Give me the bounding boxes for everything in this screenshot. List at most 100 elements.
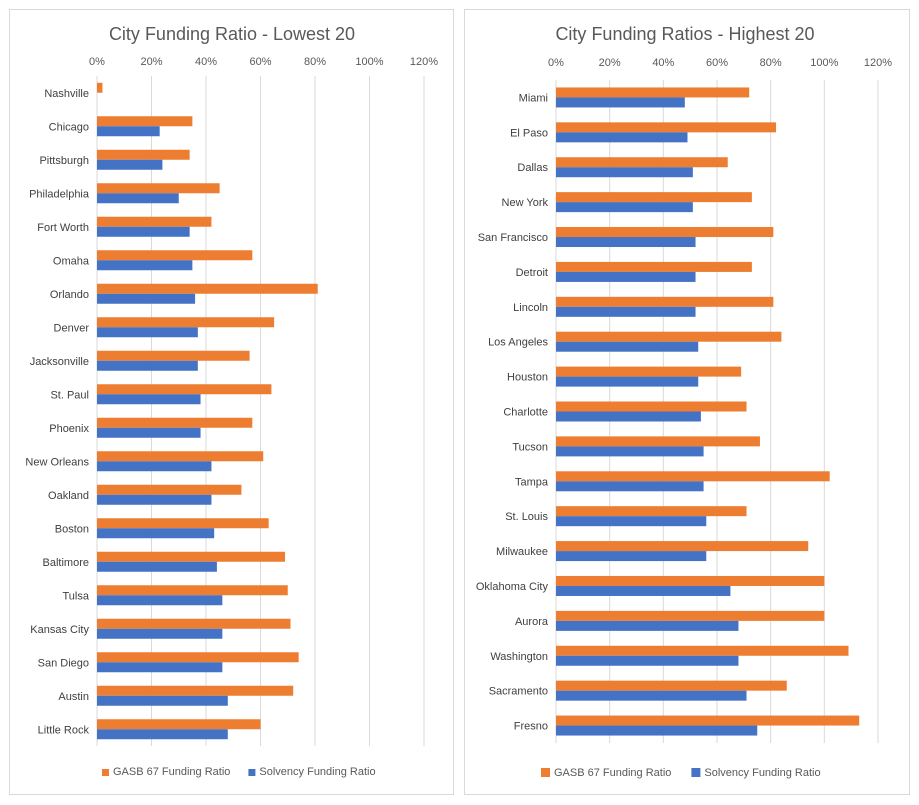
- chart-svg-lowest: City Funding Ratio - Lowest 20 0% 20% 40% 60…: [25, 24, 438, 778]
- bar-gasb-67-funding-ratio-milwaukee: [556, 541, 809, 552]
- bar-gasb-67-funding-ratio-detroit: [556, 261, 752, 272]
- legend-label-gasb-67-funding-ratio: GASB 67 Funding Ratio: [113, 766, 230, 778]
- category-label-jacksonville: Jacksonville: [30, 356, 89, 368]
- chart-panel-lowest: City Funding Ratio - Lowest 20 0% 20% 40% 60…: [9, 9, 454, 795]
- x-tick-label: 40%: [652, 57, 674, 69]
- bar-solvency-funding-ratio-charlotte: [556, 411, 701, 422]
- bar-gasb-67-funding-ratio-new-orleans: [97, 451, 264, 462]
- bar-gasb-67-funding-ratio-orlando: [97, 283, 318, 294]
- bar-solvency-funding-ratio-philadelphia: [97, 193, 179, 204]
- bar-solvency-funding-ratio-detroit: [556, 271, 696, 282]
- bar-gasb-67-funding-ratio-chicago: [97, 116, 193, 127]
- bar-gasb-67-funding-ratio-little-rock: [97, 719, 261, 730]
- legend-swatch-gasb-67-funding-ratio: [102, 769, 109, 776]
- chart-title: City Funding Ratio - Lowest 20: [109, 24, 355, 44]
- bar-gasb-67-funding-ratio-baltimore: [97, 551, 286, 562]
- bar-gasb-67-funding-ratio-new-york: [556, 192, 752, 203]
- category-label-chicago: Chicago: [49, 121, 89, 133]
- x-tick-label: 60%: [249, 56, 271, 68]
- bar-gasb-67-funding-ratio-kansas-city: [97, 618, 291, 629]
- category-label-tampa: Tampa: [515, 476, 549, 488]
- category-label-fresno: Fresno: [514, 721, 548, 733]
- bar-gasb-67-funding-ratio-san-diego: [97, 652, 299, 663]
- bar-solvency-funding-ratio-pittsburgh: [97, 159, 163, 170]
- bar-gasb-67-funding-ratio-philadelphia: [97, 183, 220, 194]
- bar-gasb-67-funding-ratio-phoenix: [97, 417, 253, 428]
- category-label-aurora: Aurora: [515, 616, 549, 628]
- bar-solvency-funding-ratio-oklahoma-city: [556, 585, 731, 596]
- category-label-orlando: Orlando: [50, 289, 89, 301]
- category-label-little-rock: Little Rock: [38, 724, 90, 736]
- bar-gasb-67-funding-ratio-oakland: [97, 484, 242, 495]
- x-tick-label: 0%: [548, 57, 564, 69]
- bar-solvency-funding-ratio-dallas: [556, 167, 693, 178]
- category-label-new-york: New York: [502, 197, 549, 209]
- x-tick-label: 100%: [355, 56, 383, 68]
- category-label-fort-worth: Fort Worth: [37, 222, 89, 234]
- bar-solvency-funding-ratio-el-paso: [556, 132, 688, 143]
- category-label-san-francisco: San Francisco: [478, 232, 548, 244]
- category-label-boston: Boston: [55, 523, 89, 535]
- bar-solvency-funding-ratio-jacksonville: [97, 360, 198, 371]
- bar-gasb-67-funding-ratio-san-francisco: [556, 227, 774, 238]
- legend-label-solvency-funding-ratio: Solvency Funding Ratio: [704, 767, 820, 779]
- bar-solvency-funding-ratio-little-rock: [97, 729, 228, 740]
- bar-solvency-funding-ratio-houston: [556, 376, 699, 387]
- bar-gasb-67-funding-ratio-nashville: [97, 82, 103, 93]
- bar-solvency-funding-ratio-st-louis: [556, 516, 707, 527]
- category-label-tulsa: Tulsa: [63, 590, 90, 602]
- bar-gasb-67-funding-ratio-tampa: [556, 471, 830, 482]
- legend-swatch-gasb-67-funding-ratio: [541, 768, 550, 777]
- bar-solvency-funding-ratio-los-angeles: [556, 341, 699, 352]
- legend-swatch-solvency-funding-ratio: [691, 768, 701, 777]
- bar-solvency-funding-ratio-lincoln: [556, 306, 696, 317]
- category-label-lincoln: Lincoln: [513, 302, 548, 314]
- bar-gasb-67-funding-ratio-aurora: [556, 610, 825, 621]
- category-label-milwaukee: Milwaukee: [496, 546, 548, 558]
- bar-gasb-67-funding-ratio-jacksonville: [97, 350, 250, 361]
- bar-solvency-funding-ratio-tucson: [556, 446, 704, 457]
- bar-gasb-67-funding-ratio-austin: [97, 685, 294, 696]
- category-label-kansas-city: Kansas City: [30, 624, 89, 636]
- category-label-phoenix: Phoenix: [49, 423, 89, 435]
- x-tick-label: 20%: [599, 57, 621, 69]
- category-label-denver: Denver: [54, 322, 90, 334]
- bar-gasb-67-funding-ratio-houston: [556, 366, 742, 377]
- category-label-nashville: Nashville: [44, 88, 89, 100]
- x-tick-label: 100%: [810, 57, 838, 69]
- bar-solvency-funding-ratio-miami: [556, 97, 685, 108]
- bar-gasb-67-funding-ratio-st-louis: [556, 506, 747, 517]
- category-label-houston: Houston: [507, 372, 548, 384]
- bar-solvency-funding-ratio-austin: [97, 695, 228, 706]
- x-tick-label: 40%: [195, 56, 217, 68]
- bar-gasb-67-funding-ratio-los-angeles: [556, 331, 782, 342]
- bar-gasb-67-funding-ratio-omaha: [97, 250, 253, 261]
- category-label-philadelphia: Philadelphia: [29, 188, 90, 200]
- bar-gasb-67-funding-ratio-miami: [556, 87, 750, 98]
- x-tick-label: 80%: [304, 56, 326, 68]
- bar-gasb-67-funding-ratio-oklahoma-city: [556, 575, 825, 586]
- bar-solvency-funding-ratio-aurora: [556, 620, 739, 631]
- bar-solvency-funding-ratio-kansas-city: [97, 628, 223, 639]
- bar-gasb-67-funding-ratio-st-paul: [97, 384, 272, 395]
- bar-solvency-funding-ratio-milwaukee: [556, 551, 707, 562]
- category-label-los-angeles: Los Angeles: [488, 337, 548, 349]
- bar-solvency-funding-ratio-st-paul: [97, 394, 201, 405]
- x-tick-label: 120%: [864, 57, 892, 69]
- category-label-st-louis: St. Louis: [505, 511, 548, 523]
- category-label-san-diego: San Diego: [38, 657, 89, 669]
- category-label-omaha: Omaha: [53, 255, 90, 267]
- category-label-detroit: Detroit: [516, 267, 548, 279]
- category-label-washington: Washington: [490, 651, 548, 663]
- bar-gasb-67-funding-ratio-lincoln: [556, 296, 774, 307]
- bar-solvency-funding-ratio-tampa: [556, 481, 704, 492]
- bar-solvency-funding-ratio-orlando: [97, 293, 196, 304]
- bar-gasb-67-funding-ratio-pittsburgh: [97, 149, 190, 160]
- x-tick-label: 0%: [89, 56, 105, 68]
- chart-panel-highest: City Funding Ratios - Highest 20 0% 20% 40%…: [464, 9, 910, 795]
- category-label-st-paul: St. Paul: [50, 389, 89, 401]
- legend-swatch-solvency-funding-ratio: [248, 769, 256, 776]
- bar-solvency-funding-ratio-chicago: [97, 126, 160, 137]
- category-label-pittsburgh: Pittsburgh: [39, 155, 89, 167]
- category-label-austin: Austin: [58, 691, 89, 703]
